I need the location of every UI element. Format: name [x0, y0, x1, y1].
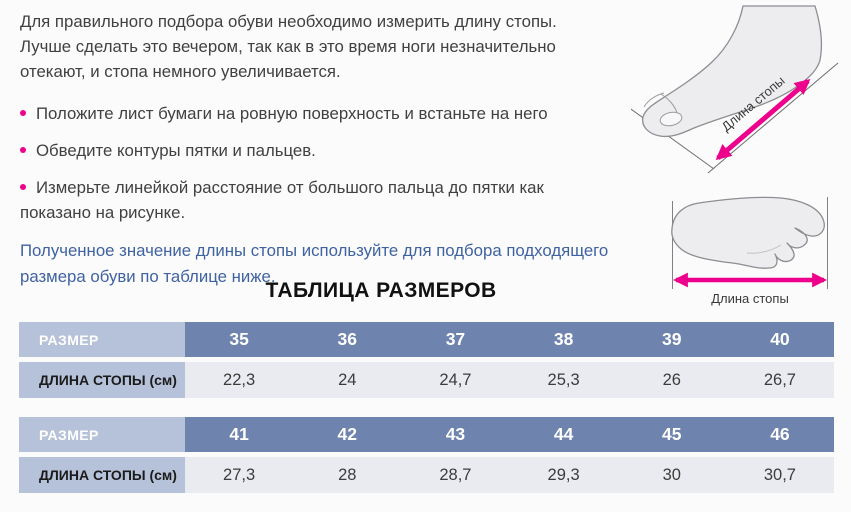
sole-crease: [746, 244, 782, 254]
size-cells: 35 36 37 38 39 40: [185, 322, 834, 357]
length-cells: 27,3 28 28,7 29,3 30 30,7: [185, 457, 834, 493]
length-cells: 22,3 24 24,7 25,3 26 26,7: [185, 362, 834, 398]
size-cell: 45: [662, 424, 682, 444]
footprint-outline: [671, 196, 825, 269]
size-header-label: РАЗМЕР: [39, 426, 99, 443]
length-header-cell: ДЛИНА СТОПЫ (см): [19, 457, 185, 493]
length-value-cell: 26,7: [763, 370, 796, 389]
length-value-cell: 26: [662, 370, 681, 389]
toe-crease: [643, 92, 665, 108]
foot-outline: [642, 5, 822, 138]
size-cells: 41 42 43 44 45 46: [185, 417, 834, 452]
length-value-cell: 27,3: [223, 465, 256, 484]
foot-length-row: ДЛИНА СТОПЫ (см) 22,3 24 24,7 25,3 26 26…: [19, 362, 834, 398]
foot-side-view-illustration: Длина стопы: [631, 5, 839, 174]
size-cell: 37: [445, 329, 466, 349]
measurement-arrow: [715, 78, 811, 161]
length-value-cell: 24: [338, 370, 357, 389]
size-cell: 44: [553, 424, 574, 444]
size-table-35-40: РАЗМЕР 35 36 37 38 39 40 ДЛИНА СТОПЫ (см…: [19, 322, 834, 398]
bullet-text: Положите лист бумаги на ровную поверхнос…: [36, 103, 548, 123]
size-cell: 41: [229, 424, 249, 444]
bullet-text: Измерьте линейкой расстояние от большого…: [20, 178, 544, 223]
size-header-row: РАЗМЕР 41 42 43 44 45 46: [19, 417, 834, 452]
intro-text: Для правильного подбора обуви необходимо…: [20, 12, 557, 82]
size-cell: 39: [662, 329, 682, 349]
length-value-cell: 28,7: [439, 465, 472, 484]
list-item: Измерьте линейкой расстояние от большого…: [20, 175, 640, 225]
size-header-row: РАЗМЕР 35 36 37 38 39 40: [19, 322, 834, 357]
length-header-cell: ДЛИНА СТОПЫ (см): [19, 362, 185, 398]
note-text: Полученное значение длины стопы использу…: [20, 241, 609, 286]
size-tables: РАЗМЕР 35 36 37 38 39 40 ДЛИНА СТОПЫ (см…: [19, 322, 834, 512]
bullet-icon: [20, 109, 26, 116]
length-value-cell: 28: [338, 465, 357, 484]
instructions-column: Для правильного подбора обуви необходимо…: [20, 9, 640, 289]
size-cell: 35: [229, 329, 249, 349]
size-header-cell: РАЗМЕР: [19, 417, 185, 452]
bullet-text: Обведите контуры пятки и пальцев.: [36, 140, 316, 160]
length-value-cell: 30: [662, 465, 681, 484]
size-cell: 42: [337, 424, 357, 444]
length-value-cell: 30,7: [763, 465, 796, 484]
list-item: Положите лист бумаги на ровную поверхнос…: [20, 101, 640, 126]
size-cell: 46: [770, 424, 790, 444]
footprint-top-view-illustration: Длина стопы: [671, 196, 828, 306]
toenail: [659, 111, 683, 127]
foot-length-row: ДЛИНА СТОПЫ (см) 27,3 28 28,7 29,3 30 30…: [19, 457, 834, 493]
list-item: Обведите контуры пятки и пальцев.: [20, 138, 640, 163]
size-cell: 40: [770, 329, 790, 349]
size-cell: 36: [337, 329, 357, 349]
length-value-cell: 24,7: [439, 370, 472, 389]
size-header-label: РАЗМЕР: [39, 331, 99, 348]
length-header-label: ДЛИНА СТОПЫ (см): [39, 372, 177, 388]
foot-length-label-horizontal: Длина стопы: [711, 291, 789, 306]
toe-crease: [660, 93, 678, 114]
bullet-icon: [20, 146, 26, 153]
bullet-icon: [20, 184, 26, 191]
length-value-cell: 25,3: [547, 370, 580, 389]
length-header-label: ДЛИНА СТОПЫ (см): [39, 467, 177, 483]
size-table-title: ТАБЛИЦА РАЗМЕРОВ: [265, 279, 497, 302]
size-table-41-46: РАЗМЕР 41 42 43 44 45 46 ДЛИНА СТОПЫ (см…: [19, 417, 834, 493]
size-cell: 43: [445, 424, 466, 444]
size-cell: 38: [553, 329, 574, 349]
size-header-cell: РАЗМЕР: [19, 322, 185, 357]
length-value-cell: 29,3: [547, 465, 580, 484]
length-value-cell: 22,3: [223, 370, 256, 389]
